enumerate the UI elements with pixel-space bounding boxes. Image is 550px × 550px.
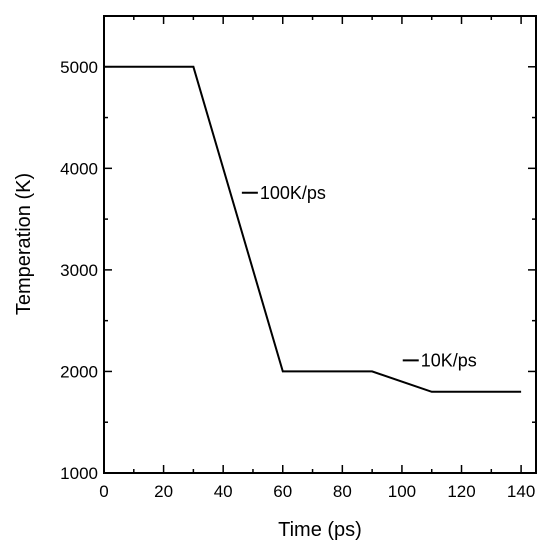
x-tick-label: 60	[273, 482, 292, 501]
x-tick-label: 40	[214, 482, 233, 501]
annotation-layer: 100K/ps 10K/ps	[241, 183, 477, 370]
annotation-label: 100K/ps	[260, 183, 326, 203]
y-tick-label: 1000	[60, 464, 98, 483]
x-tick-label: 80	[333, 482, 352, 501]
annotation-label: 10K/ps	[421, 350, 477, 370]
y-axis-ticks: 1000 2000 3000 4000 5000	[60, 15, 536, 483]
y-tick-label: 2000	[60, 362, 98, 381]
x-tick-label: 0	[99, 482, 108, 501]
x-tick-label: 140	[507, 482, 535, 501]
x-axis-title: Time (ps)	[278, 519, 362, 541]
y-axis-title: Temperation (K)	[13, 173, 35, 315]
x-tick-label: 120	[447, 482, 475, 501]
y-tick-label: 5000	[60, 58, 98, 77]
x-tick-label: 100	[388, 482, 416, 501]
series-layer	[104, 65, 522, 393]
y-tick-label: 4000	[60, 159, 98, 178]
x-tick-label: 20	[154, 482, 173, 501]
y-tick-label: 3000	[60, 261, 98, 280]
x-axis-ticks: 0 20 40 60 80 100 120 140	[99, 16, 535, 501]
plot-frame	[103, 15, 537, 474]
temperature-line	[104, 65, 522, 393]
